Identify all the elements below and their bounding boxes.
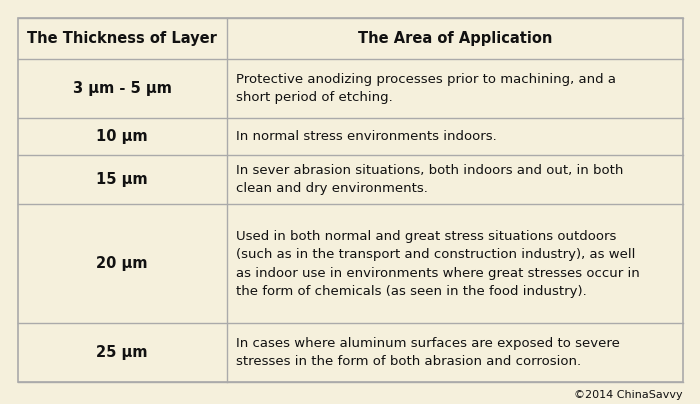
- Text: 10 μm: 10 μm: [97, 128, 148, 144]
- Text: The Thickness of Layer: The Thickness of Layer: [27, 31, 217, 46]
- Bar: [18, 18, 682, 382]
- Text: 25 μm: 25 μm: [97, 345, 148, 360]
- Text: In cases where aluminum surfaces are exposed to severe
stresses in the form of b: In cases where aluminum surfaces are exp…: [236, 337, 620, 368]
- Text: Protective anodizing processes prior to machining, and a
short period of etching: Protective anodizing processes prior to …: [236, 73, 616, 104]
- Text: 15 μm: 15 μm: [97, 172, 148, 187]
- Text: Used in both normal and great stress situations outdoors
(such as in the transpo: Used in both normal and great stress sit…: [236, 229, 640, 298]
- Text: 20 μm: 20 μm: [97, 256, 148, 271]
- Text: 3 μm - 5 μm: 3 μm - 5 μm: [73, 81, 172, 96]
- Text: In normal stress environments indoors.: In normal stress environments indoors.: [236, 130, 497, 143]
- Text: ©2014 ChinaSavvy: ©2014 ChinaSavvy: [574, 390, 682, 400]
- Text: In sever abrasion situations, both indoors and out, in both
clean and dry enviro: In sever abrasion situations, both indoo…: [236, 164, 624, 195]
- Text: The Area of Application: The Area of Application: [358, 31, 552, 46]
